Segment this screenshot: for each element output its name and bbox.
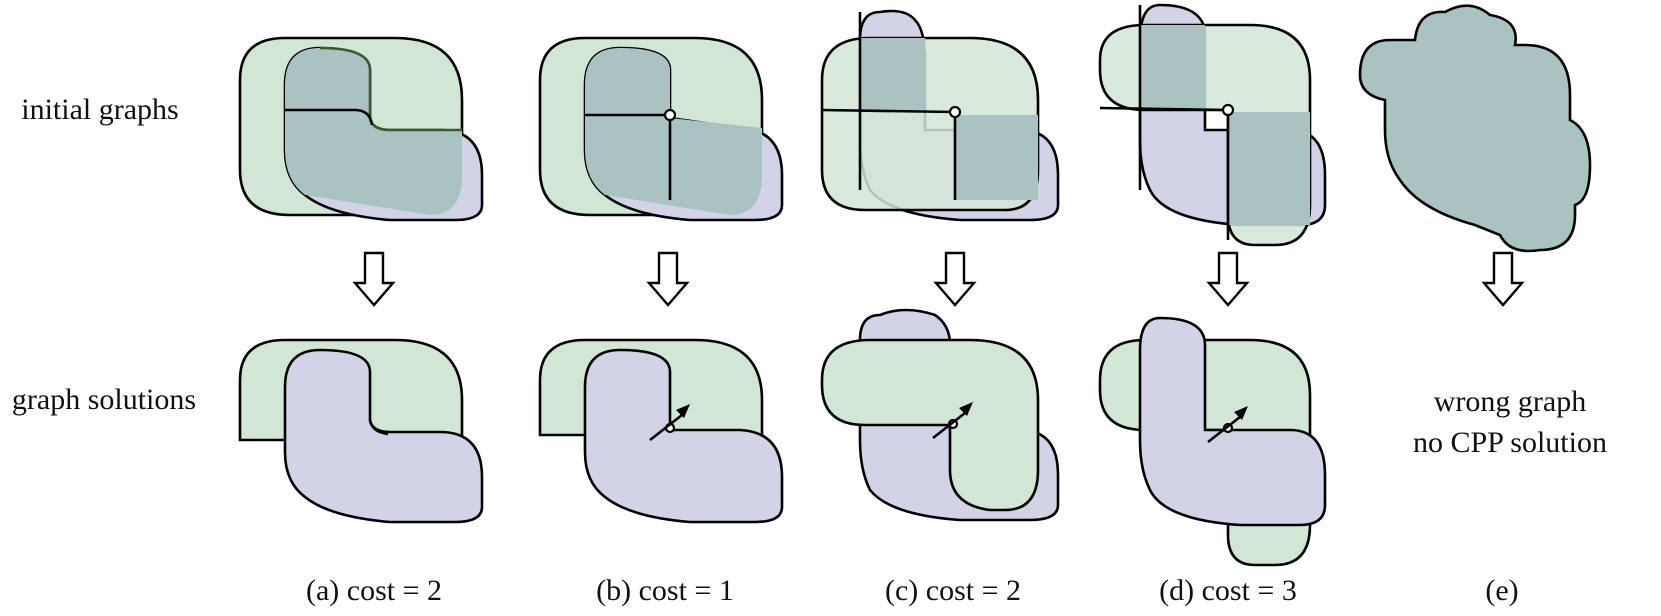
panel-a-initial: [238, 36, 484, 222]
caption-c: (c) cost = 2: [885, 574, 1021, 607]
panel-b-solution: [538, 338, 784, 524]
row-label-initial-graphs: initial graphs: [21, 93, 178, 126]
panel-c-arrow: [934, 251, 976, 307]
panel-e-note-line2: no CPP solution: [1413, 426, 1607, 459]
panel-a-arrow: [353, 251, 395, 307]
panel-d-solution: [1098, 316, 1327, 567]
panel-e: wrong graph no CPP solution (e): [1358, 4, 1607, 607]
caption-e: (e): [1485, 574, 1518, 607]
panel-b-initial: [538, 36, 784, 222]
panel-c-initial: [820, 9, 1060, 222]
row-label-graph-solutions: graph solutions: [12, 383, 196, 416]
panel-c: (c) cost = 2: [820, 9, 1060, 607]
panel-b: (b) cost = 1: [538, 36, 784, 607]
panel-a-solution: [238, 338, 484, 524]
panel-d: (d) cost = 3: [1098, 3, 1327, 607]
panel-a: (a) cost = 2: [238, 36, 484, 607]
panel-d-arrow: [1207, 251, 1249, 307]
panel-e-merged-blob: [1358, 4, 1592, 253]
panel-d-initial: [1098, 3, 1327, 247]
panel-b-vertex: [663, 108, 677, 122]
caption-d: (d) cost = 3: [1159, 574, 1297, 607]
panel-b-arrow: [647, 251, 689, 307]
panel-c-direction-arrow: [959, 402, 973, 416]
panel-d-direction-arrow: [1234, 406, 1248, 420]
panel-c-solution: [820, 308, 1060, 522]
panel-c-vertex: [948, 105, 962, 119]
caption-b: (b) cost = 1: [596, 574, 734, 607]
panel-e-note-line1: wrong graph: [1434, 385, 1586, 418]
panel-d-vertex: [1221, 103, 1235, 117]
panel-e-arrow: [1482, 251, 1524, 307]
panel-b-direction-arrow: [676, 404, 690, 418]
caption-a: (a) cost = 2: [306, 574, 442, 607]
